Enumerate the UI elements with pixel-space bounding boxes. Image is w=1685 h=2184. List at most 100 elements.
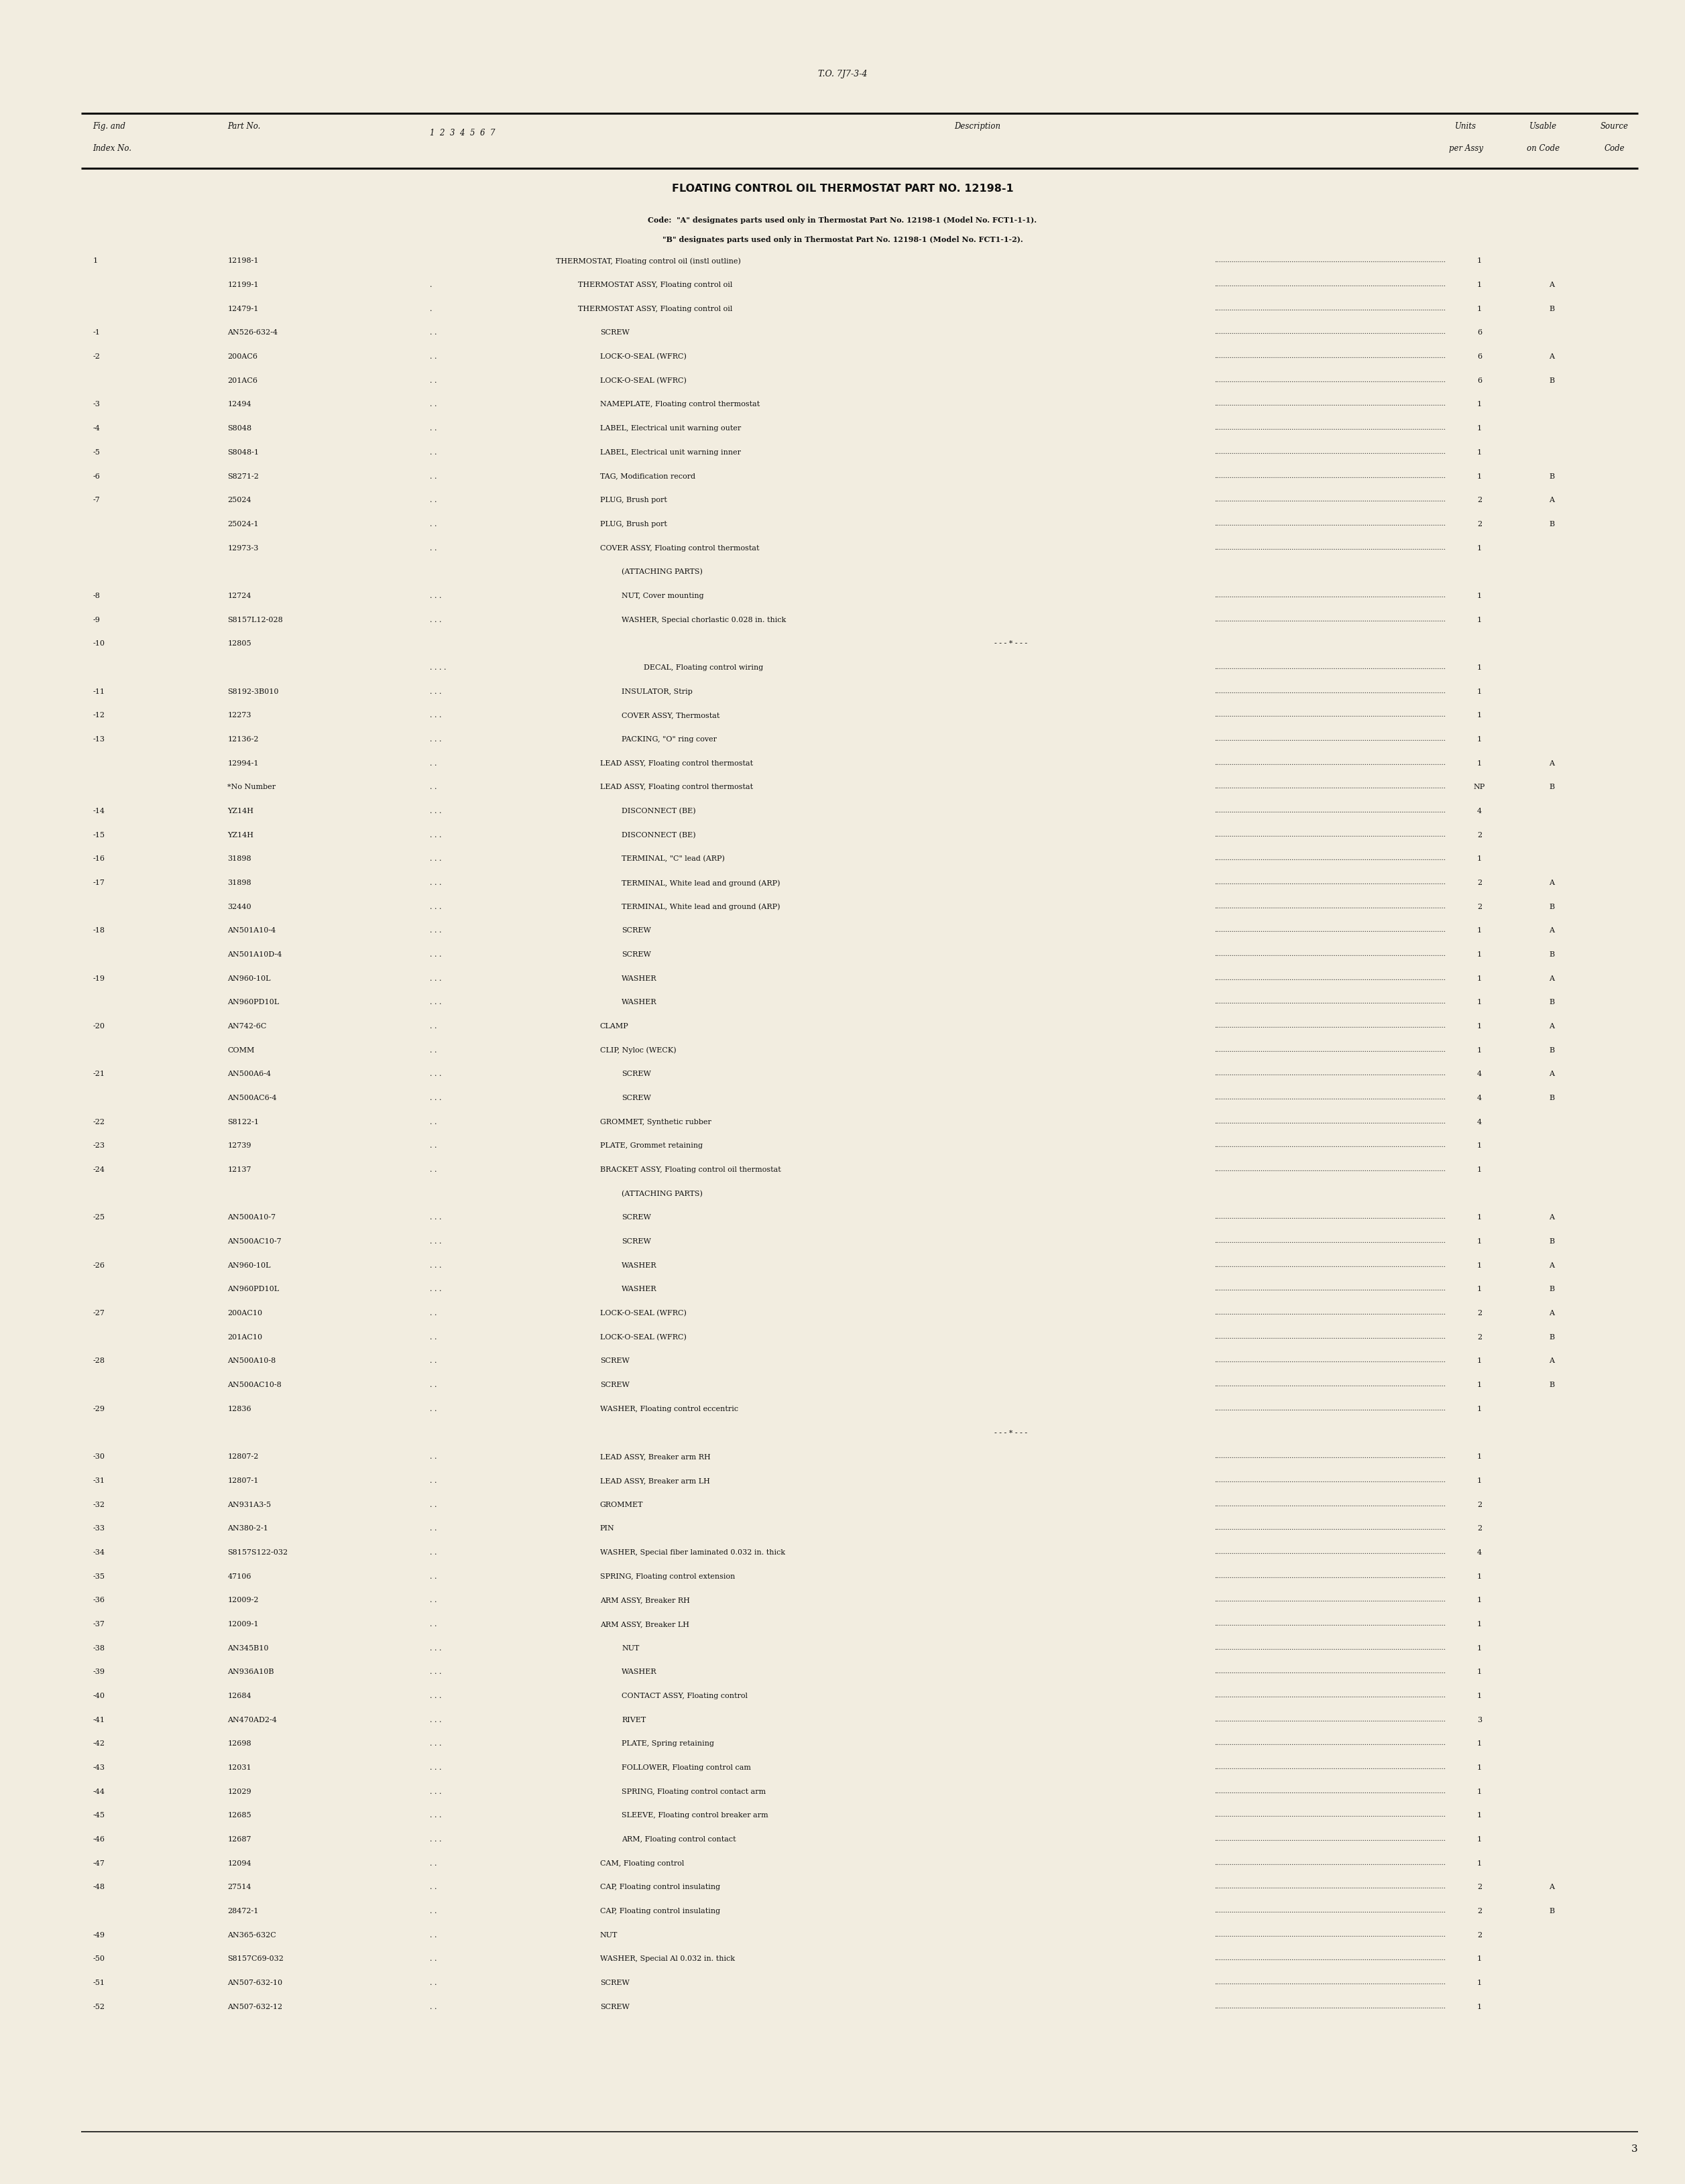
- Text: NUT: NUT: [622, 1645, 639, 1651]
- Text: on Code: on Code: [1527, 144, 1560, 153]
- Text: *No Number: *No Number: [227, 784, 276, 791]
- Text: . . .: . . .: [430, 1070, 443, 1077]
- Text: LABEL, Electrical unit warning outer: LABEL, Electrical unit warning outer: [600, 426, 741, 432]
- Text: 1: 1: [1478, 474, 1481, 480]
- Text: . . .: . . .: [430, 1286, 443, 1293]
- Text: CLIP, Nyloc (WECK): CLIP, Nyloc (WECK): [600, 1046, 676, 1055]
- Text: Source: Source: [1601, 122, 1628, 131]
- Text: ................................................................................: ........................................…: [1215, 426, 1446, 430]
- Text: 1: 1: [1478, 928, 1481, 935]
- Text: 1: 1: [1478, 1166, 1481, 1173]
- Text: -7: -7: [93, 498, 99, 505]
- Text: LEAD ASSY, Breaker arm RH: LEAD ASSY, Breaker arm RH: [600, 1455, 711, 1461]
- Text: LEAD ASSY, Floating control thermostat: LEAD ASSY, Floating control thermostat: [600, 760, 753, 767]
- Text: ................................................................................: ........................................…: [1215, 1500, 1446, 1507]
- Text: . . .: . . .: [430, 952, 443, 959]
- Text: -41: -41: [93, 1717, 104, 1723]
- Text: YZ14H: YZ14H: [227, 808, 254, 815]
- Text: B: B: [1549, 784, 1555, 791]
- Text: A: A: [1549, 1310, 1555, 1317]
- Text: . . .: . . .: [430, 616, 443, 622]
- Text: -34: -34: [93, 1548, 104, 1555]
- Text: ................................................................................: ........................................…: [1215, 904, 1446, 909]
- Text: Description: Description: [954, 122, 1001, 131]
- Text: FOLLOWER, Floating control cam: FOLLOWER, Floating control cam: [622, 1765, 752, 1771]
- Text: -46: -46: [93, 1837, 104, 1843]
- Text: -44: -44: [93, 1789, 104, 1795]
- Text: CLAMP: CLAMP: [600, 1022, 629, 1029]
- Text: ................................................................................: ........................................…: [1215, 402, 1446, 406]
- Text: ................................................................................: ........................................…: [1215, 258, 1446, 264]
- Text: ................................................................................: ........................................…: [1215, 1046, 1446, 1053]
- Text: 12994-1: 12994-1: [227, 760, 259, 767]
- Text: 12494: 12494: [227, 402, 251, 408]
- Text: 1: 1: [1478, 1358, 1481, 1365]
- Text: ................................................................................: ........................................…: [1215, 1334, 1446, 1341]
- Text: PIN: PIN: [600, 1524, 615, 1531]
- Text: LOCK-O-SEAL (WFRC): LOCK-O-SEAL (WFRC): [600, 1334, 686, 1341]
- Text: . . .: . . .: [430, 832, 443, 839]
- Text: 1: 1: [93, 258, 98, 264]
- Text: Index No.: Index No.: [93, 144, 131, 153]
- Text: . .: . .: [430, 498, 440, 505]
- Text: 32440: 32440: [227, 904, 251, 911]
- Text: . .: . .: [430, 1572, 440, 1579]
- Text: ................................................................................: ........................................…: [1215, 1358, 1446, 1363]
- Text: THERMOSTAT, Floating control oil (instl outline): THERMOSTAT, Floating control oil (instl …: [556, 258, 741, 264]
- Text: . . .: . . .: [430, 736, 443, 743]
- Text: 1: 1: [1478, 1572, 1481, 1579]
- Text: . .: . .: [430, 330, 440, 336]
- Text: 1: 1: [1478, 544, 1481, 550]
- Text: -28: -28: [93, 1358, 104, 1365]
- Text: -47: -47: [93, 1861, 104, 1867]
- Text: -39: -39: [93, 1669, 104, 1675]
- Text: -20: -20: [93, 1022, 104, 1029]
- Text: SCREW: SCREW: [600, 1358, 629, 1365]
- Text: ................................................................................: ........................................…: [1215, 664, 1446, 670]
- Text: ................................................................................: ........................................…: [1215, 1837, 1446, 1841]
- Text: ................................................................................: ........................................…: [1215, 1548, 1446, 1555]
- Text: -25: -25: [93, 1214, 104, 1221]
- Text: 2: 2: [1478, 1334, 1481, 1341]
- Text: ................................................................................: ........................................…: [1215, 354, 1446, 360]
- Text: ................................................................................: ........................................…: [1215, 1286, 1446, 1293]
- Text: AN500A6-4: AN500A6-4: [227, 1070, 271, 1077]
- Text: AN500A10-8: AN500A10-8: [227, 1358, 276, 1365]
- Text: . . .: . . .: [430, 1813, 443, 1819]
- Text: A: A: [1549, 1022, 1555, 1029]
- Text: 1: 1: [1478, 258, 1481, 264]
- Text: A: A: [1549, 976, 1555, 983]
- Text: -12: -12: [93, 712, 104, 719]
- Text: . .: . .: [430, 760, 440, 767]
- Text: NUT: NUT: [600, 1931, 617, 1939]
- Text: 12684: 12684: [227, 1693, 251, 1699]
- Text: ................................................................................: ........................................…: [1215, 1979, 1446, 1985]
- Text: 2: 2: [1478, 1310, 1481, 1317]
- Text: . .: . .: [430, 1955, 440, 1963]
- Text: -8: -8: [93, 592, 99, 598]
- Text: - - - * - - -: - - - * - - -: [994, 1431, 1028, 1437]
- Text: A: A: [1549, 1262, 1555, 1269]
- Text: B: B: [1549, 1238, 1555, 1245]
- Text: -49: -49: [93, 1931, 104, 1939]
- Text: . .: . .: [430, 474, 440, 480]
- Text: 12199-1: 12199-1: [227, 282, 259, 288]
- Text: . .: . .: [430, 450, 440, 456]
- Text: PLATE, Grommet retaining: PLATE, Grommet retaining: [600, 1142, 703, 1149]
- Text: "B" designates parts used only in Thermostat Part No. 12198-1 (Model No. FCT1-1-: "B" designates parts used only in Thermo…: [662, 236, 1023, 242]
- Text: -33: -33: [93, 1524, 104, 1531]
- Text: ................................................................................: ........................................…: [1215, 306, 1446, 312]
- Text: -24: -24: [93, 1166, 104, 1173]
- Text: AN931A3-5: AN931A3-5: [227, 1500, 271, 1507]
- Text: . . .: . . .: [430, 1262, 443, 1269]
- Text: ................................................................................: ........................................…: [1215, 808, 1446, 815]
- Text: 4: 4: [1478, 1070, 1481, 1077]
- Text: -30: -30: [93, 1455, 104, 1461]
- Text: 2: 2: [1478, 1500, 1481, 1507]
- Text: S8157S122-032: S8157S122-032: [227, 1548, 288, 1555]
- Text: . .: . .: [430, 378, 440, 384]
- Text: - - - * - - -: - - - * - - -: [994, 640, 1028, 646]
- Text: 1: 1: [1478, 688, 1481, 695]
- Text: . .: . .: [430, 1142, 440, 1149]
- Text: ................................................................................: ........................................…: [1215, 592, 1446, 598]
